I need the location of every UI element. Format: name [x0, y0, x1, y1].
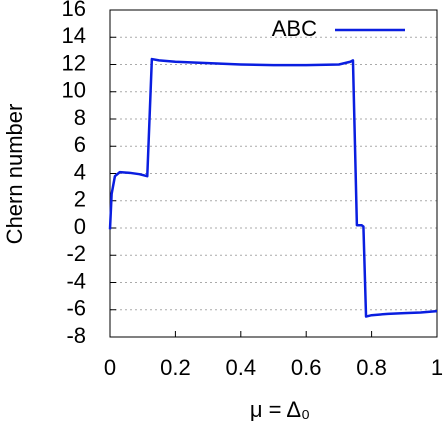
y-tick-label: 10	[62, 78, 86, 103]
y-tick-label: 0	[74, 214, 86, 239]
y-tick-label: -6	[66, 296, 86, 321]
y-tick-label: -2	[66, 241, 86, 266]
y-tick-label: -4	[66, 268, 86, 293]
data-line	[108, 57, 438, 318]
y-tick-label: -8	[66, 323, 86, 348]
legend-label: ABC	[272, 16, 317, 41]
y-tick-label: 12	[62, 50, 86, 75]
y-tick-label: 6	[74, 132, 86, 157]
x-tick-label: 1	[431, 355, 443, 380]
y-axis-label: Chern number	[2, 104, 27, 245]
x-axis-label: μ = Δ₀	[250, 397, 310, 422]
y-tick-label: 2	[74, 187, 86, 212]
x-tick-label: 0.2	[160, 355, 191, 380]
x-tick-label: 0.6	[291, 355, 322, 380]
y-tick-label: 4	[74, 159, 86, 184]
x-tick-label: 0.8	[356, 355, 387, 380]
plot-frame	[109, 9, 438, 338]
x-tick-label: 0.4	[226, 355, 257, 380]
y-tick-label: 16	[62, 0, 86, 21]
y-tick-label: 14	[62, 23, 86, 48]
y-tick-label: 8	[74, 105, 86, 130]
x-tick-label: 0	[104, 355, 116, 380]
